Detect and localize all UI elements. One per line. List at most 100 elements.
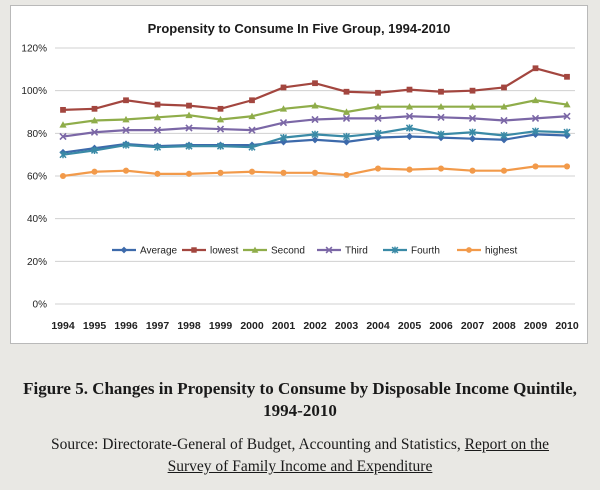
legend-label: Fourth xyxy=(411,246,440,257)
circle-marker xyxy=(248,168,256,175)
star-marker xyxy=(391,246,399,254)
series-fourth xyxy=(59,124,571,159)
x-marker xyxy=(216,125,225,133)
square-marker xyxy=(375,89,381,96)
triangle-marker xyxy=(563,100,571,108)
y-tick-label: 120% xyxy=(21,44,47,55)
star-marker xyxy=(437,130,445,138)
square-marker xyxy=(469,87,476,94)
triangle-marker xyxy=(153,113,162,121)
x-marker xyxy=(153,126,162,134)
x-marker xyxy=(311,115,319,124)
triangle-marker xyxy=(251,246,259,253)
circle-marker xyxy=(374,165,382,172)
star-marker xyxy=(500,131,508,140)
report-link-part-2[interactable]: Survey of Family Income and Expenditure xyxy=(167,458,433,475)
x-marker xyxy=(500,116,508,125)
star-marker xyxy=(185,142,193,150)
x-tick-label: 2000 xyxy=(240,320,264,332)
y-tick-label: 40% xyxy=(27,214,47,225)
circle-marker xyxy=(437,165,445,172)
star-marker xyxy=(374,129,382,137)
x-tick-label: 2005 xyxy=(398,320,422,332)
star-marker xyxy=(59,151,67,159)
square-marker xyxy=(280,84,287,91)
legend-label: highest xyxy=(485,246,517,257)
square-marker xyxy=(123,97,129,104)
x-tick-label: 2010 xyxy=(555,320,579,332)
x-marker xyxy=(90,128,99,136)
star-marker xyxy=(153,143,162,151)
square-marker xyxy=(343,88,350,95)
x-tick-label: 2007 xyxy=(461,320,485,332)
y-tick-label: 0% xyxy=(33,300,48,311)
circle-marker xyxy=(154,170,161,177)
line-chart: Propensity to Consume In Five Group, 199… xyxy=(21,21,579,332)
legend-item-fourth: Fourth xyxy=(383,246,440,257)
legend-item-average: Average xyxy=(112,246,178,257)
square-marker xyxy=(249,97,255,104)
report-link-part-1[interactable]: Report on the xyxy=(464,436,550,453)
x-marker xyxy=(437,113,445,121)
star-marker xyxy=(122,141,130,149)
x-marker xyxy=(531,114,540,123)
y-axis: 0% 20% 40% 60% 80% 100% 120% xyxy=(21,44,47,311)
legend-label: Average xyxy=(140,246,178,257)
triangle-marker xyxy=(90,116,99,124)
triangle-marker xyxy=(374,103,382,110)
square-marker xyxy=(564,73,570,80)
x-tick-label: 1995 xyxy=(83,320,107,332)
chart-title: Propensity to Consume In Five Group, 199… xyxy=(148,21,451,36)
legend-label: Third xyxy=(345,246,368,257)
legend-item-lowest: lowest xyxy=(182,246,239,257)
x-marker xyxy=(279,119,288,127)
x-tick-label: 2001 xyxy=(272,320,296,332)
series-highest xyxy=(59,163,571,180)
circle-marker xyxy=(280,169,287,176)
triangle-marker xyxy=(437,103,445,110)
star-marker xyxy=(405,124,414,132)
circle-marker xyxy=(185,170,193,177)
triangle-marker xyxy=(405,103,414,110)
y-tick-label: 60% xyxy=(27,172,47,183)
x-tick-label: 1999 xyxy=(209,320,233,332)
x-tick-label: 2009 xyxy=(524,320,548,332)
series-layer xyxy=(59,65,571,180)
circle-marker xyxy=(466,247,472,253)
square-marker xyxy=(154,101,161,108)
circle-marker xyxy=(532,163,539,170)
square-marker xyxy=(217,105,224,112)
legend-item-third: Third xyxy=(317,246,368,257)
circle-marker xyxy=(217,169,224,176)
circle-marker xyxy=(122,167,130,174)
triangle-marker xyxy=(468,103,477,110)
triangle-marker xyxy=(248,112,256,120)
triangle-marker xyxy=(59,121,67,128)
triangle-marker xyxy=(500,103,508,110)
triangle-marker xyxy=(531,96,540,104)
circle-marker xyxy=(500,167,508,174)
x-marker xyxy=(405,112,414,120)
y-tick-label: 80% xyxy=(27,129,47,140)
series-third xyxy=(59,112,571,141)
star-marker xyxy=(216,142,225,150)
x-marker xyxy=(374,114,382,123)
square-marker xyxy=(186,102,192,109)
source-line-1: Source: Directorate-General of Budget, A… xyxy=(0,434,600,456)
diamond-marker xyxy=(342,138,351,146)
caption-line-1: Figure 5. Changes in Propensity to Consu… xyxy=(23,379,577,398)
y-tick-label: 20% xyxy=(27,257,47,268)
star-marker xyxy=(248,143,256,151)
x-tick-label: 2006 xyxy=(429,320,453,332)
star-marker xyxy=(563,128,571,136)
legend-item-second: Second xyxy=(243,246,305,257)
square-marker xyxy=(312,80,318,87)
gridlines xyxy=(55,47,575,305)
diamond-marker xyxy=(120,246,128,254)
x-axis: 1994 1995 1996 1997 1998 1999 2000 2001 2002 2003… xyxy=(51,320,579,332)
diamond-marker xyxy=(311,136,319,144)
x-marker xyxy=(563,112,571,120)
diamond-marker xyxy=(405,132,414,141)
circle-marker xyxy=(91,168,98,175)
diamond-marker xyxy=(468,135,477,143)
